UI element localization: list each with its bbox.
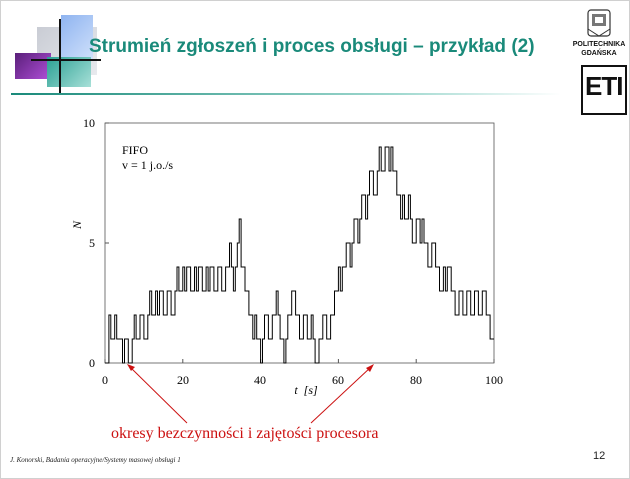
legend-line2: v = 1 j.o./s xyxy=(122,158,173,172)
arrow-idle-head xyxy=(127,364,135,371)
y-axis-label: N xyxy=(70,220,84,230)
x-tick-label-0: 0 xyxy=(102,373,108,387)
deco-line-vertical xyxy=(59,19,61,93)
x-tick-label-100: 100 xyxy=(485,373,503,387)
logo-line2: GDAŃSKA xyxy=(581,50,617,57)
y-tick-label-5: 5 xyxy=(89,236,95,250)
footer-citation: J. Konorski, Badania operacyjne/Systemy … xyxy=(10,456,181,464)
logo-line1: POLITECHNIKA xyxy=(572,41,626,48)
annotation-text: okresy bezczynności i zajętości procesor… xyxy=(111,425,379,442)
x-axis-label: t [s] xyxy=(294,383,318,397)
x-tick-label-20: 20 xyxy=(177,373,189,387)
y-tick-label-10: 10 xyxy=(83,116,95,130)
title-underline xyxy=(11,93,561,95)
deco-square-blue xyxy=(61,15,93,59)
deco-line-horizontal xyxy=(31,59,101,61)
page-number: 12 xyxy=(593,450,606,462)
eti-logo-text: ETI xyxy=(585,71,623,101)
crest-icon xyxy=(587,9,611,37)
arrow-busy xyxy=(310,366,372,424)
y-tick-label-0: 0 xyxy=(89,356,95,370)
slide-title: Strumień zgłoszeń i proces obsługi – prz… xyxy=(89,36,535,57)
annotation-arrows xyxy=(127,364,374,424)
series-line xyxy=(105,146,494,364)
deco-square-teal xyxy=(47,57,91,87)
x-tick-label-80: 80 xyxy=(410,373,422,387)
arrow-busy-head xyxy=(366,364,374,372)
x-tick-label-60: 60 xyxy=(332,373,344,387)
arrow-idle xyxy=(129,366,188,424)
deco-square-purple xyxy=(15,53,51,79)
university-logo: POLITECHNIKA GDAŃSKA ETI xyxy=(571,5,627,115)
x-tick-label-40: 40 xyxy=(254,373,266,387)
legend-line1: FIFO xyxy=(122,143,148,157)
eti-logo: ETI xyxy=(581,65,627,115)
header-decoration xyxy=(1,1,101,96)
